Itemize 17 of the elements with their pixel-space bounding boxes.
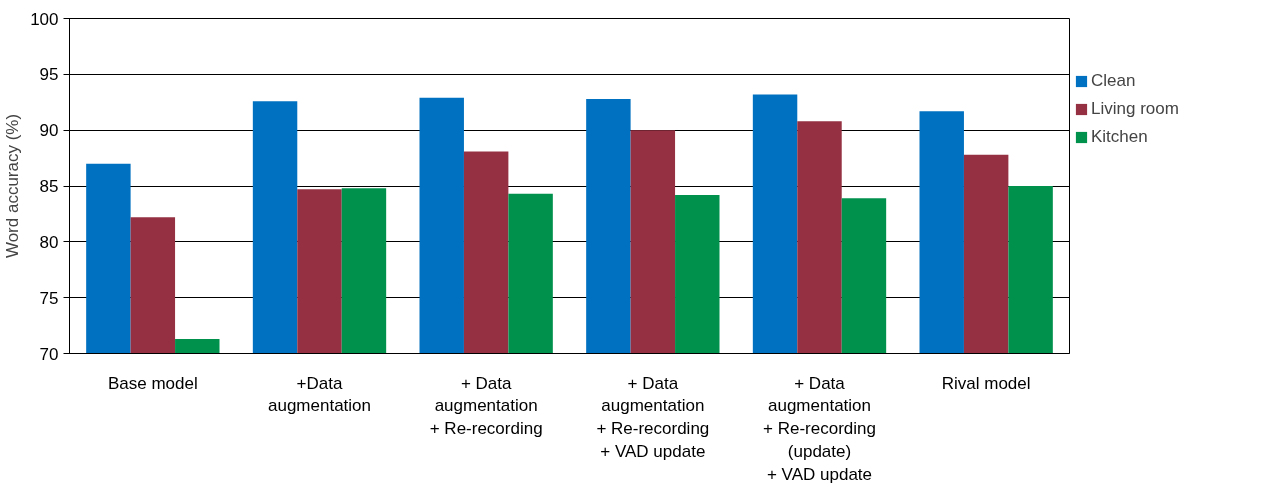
y-tick-label: 70 [39,344,59,364]
y-tick-label: 85 [39,177,59,196]
y-axis-title: Word accuracy (%) [3,113,23,259]
y-tick-label: 75 [39,288,59,308]
x-tick-label: + Data augmentation + Re-recording [429,373,543,439]
x-tick-label: Base model [107,373,198,393]
legend-label: Kitchen [1091,127,1148,147]
y-tick-label: 90 [39,121,59,141]
y-tick-label: 80 [39,232,59,252]
y-tick-label: 100 [30,9,59,29]
y-tick-label: 95 [39,65,59,85]
legend-label: Living room [1091,99,1179,119]
x-tick-label: +Data augmentation [267,373,372,416]
x-tick-label: + Data augmentation + Re-recording (update) + VAD update [763,373,876,484]
x-tick-label: Rival model [941,373,1031,393]
legend-label: Clean [1091,71,1136,91]
x-tick-label: + Data augmentation + Re-recording + VAD update [596,373,710,461]
